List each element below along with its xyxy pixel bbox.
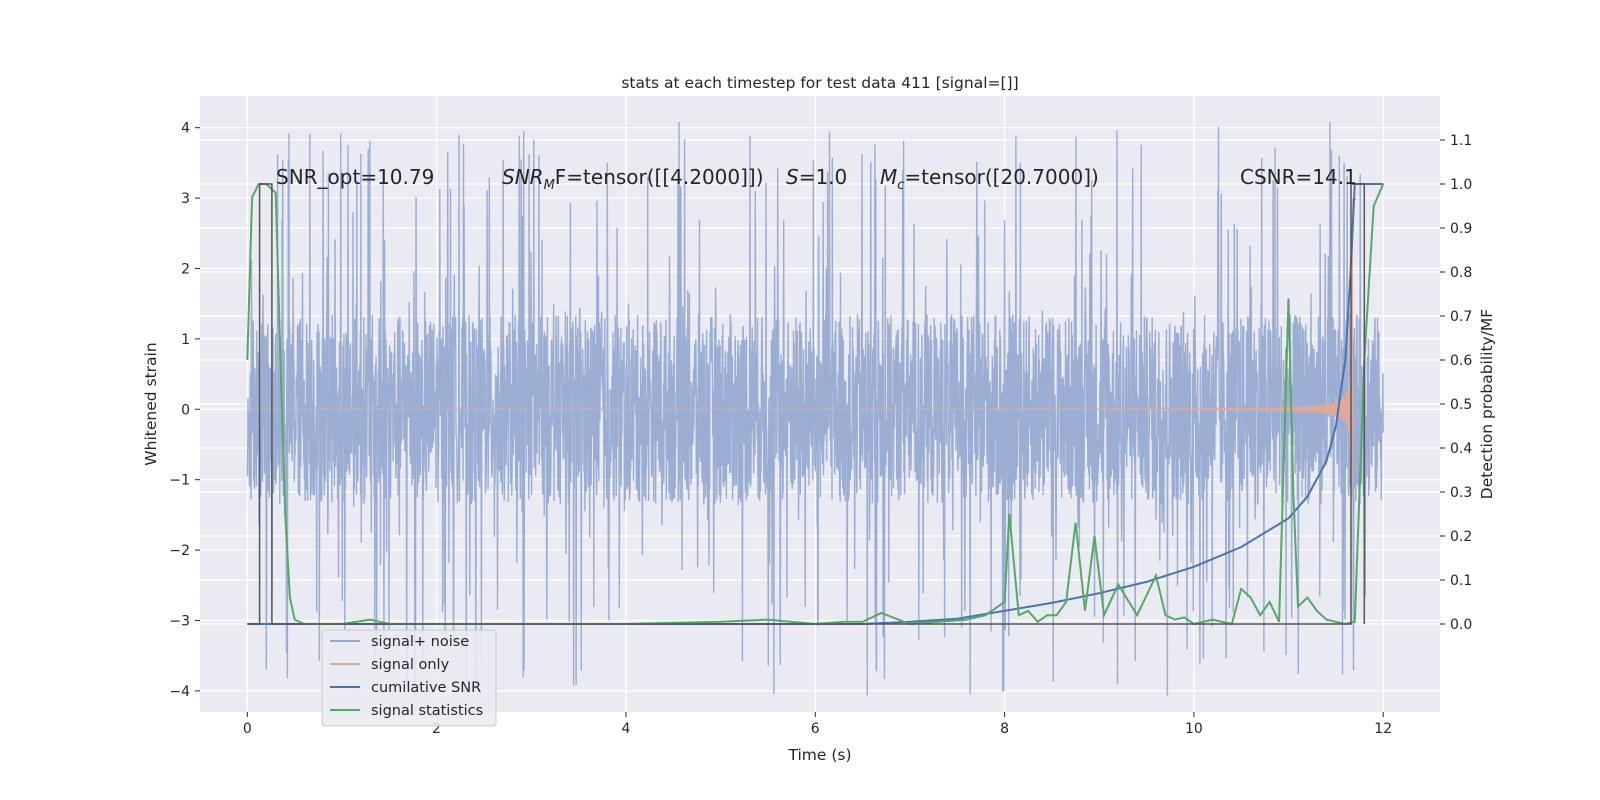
y-axis-label: Whitened strain bbox=[142, 342, 160, 465]
snr-mf-symbol: SNR bbox=[502, 165, 544, 189]
legend-label: cumilative SNR bbox=[371, 680, 481, 696]
y-axis-label-right: Detection probability/MF bbox=[1478, 309, 1496, 500]
legend-label: signal+ noise bbox=[371, 634, 469, 650]
mc-annotation: Mc=tensor([20.7000]) bbox=[880, 165, 1099, 193]
y-right-tick-label: 1.1 bbox=[1450, 133, 1472, 149]
y-right-tick-label: 0.7 bbox=[1450, 309, 1472, 325]
y-tick-label: −1 bbox=[169, 473, 190, 489]
y-right-tick-label: 0.6 bbox=[1450, 353, 1472, 369]
snr-mf-subscript: M bbox=[544, 178, 555, 193]
legend: signal+ noise signal only cumilative SNR si… bbox=[321, 629, 497, 727]
chart-title: stats at each timestep for test data 411… bbox=[621, 74, 1018, 92]
legend-label: signal statistics bbox=[371, 703, 483, 719]
s-symbol: S bbox=[786, 165, 799, 189]
s-value: =1.0 bbox=[799, 165, 848, 189]
snr-opt-annotation: SNR_opt=10.79 bbox=[276, 165, 434, 189]
y-tick-label: 2 bbox=[181, 261, 190, 277]
annotations: SNR_opt=10.79 SNRMF=tensor([[4.2000]]) S… bbox=[276, 165, 1357, 193]
mc-value: =tensor([20.7000]) bbox=[904, 165, 1098, 189]
x-tick-label: 2 bbox=[432, 721, 441, 737]
series-boxcar-line bbox=[247, 183, 1366, 625]
y-tick-label: −3 bbox=[169, 613, 190, 629]
y-tick-label: −4 bbox=[169, 684, 190, 700]
y-right-tick-label: 0.0 bbox=[1450, 617, 1472, 633]
x-tick-label: 4 bbox=[621, 721, 630, 737]
y-right-tick-label: 0.9 bbox=[1450, 221, 1472, 237]
plot-area bbox=[246, 121, 1385, 698]
y-tick-label: 3 bbox=[181, 191, 190, 207]
axes: 0 2 4 6 8 10 12−4−3−2−1012340.00.10.20.30.40.5… bbox=[169, 121, 1472, 737]
x-tick-label: 10 bbox=[1185, 721, 1203, 737]
x-tick-label: 12 bbox=[1374, 721, 1392, 737]
csnr-annotation: CSNR=14.1 bbox=[1240, 165, 1357, 189]
x-axis-label: Time (s) bbox=[787, 746, 851, 764]
y-right-tick-label: 0.1 bbox=[1450, 573, 1472, 589]
snr-mf-annotation: SNRMF=tensor([[4.2000]]) bbox=[502, 165, 764, 193]
y-right-tick-label: 0.8 bbox=[1450, 265, 1472, 281]
snr-mf-value: F=tensor([[4.2000]]) bbox=[555, 165, 764, 189]
mc-subscript: c bbox=[897, 178, 904, 193]
y-right-tick-label: 0.4 bbox=[1450, 441, 1472, 457]
y-right-tick-label: 0.3 bbox=[1450, 485, 1472, 501]
x-tick-label: 6 bbox=[811, 721, 820, 737]
y-right-tick-label: 0.2 bbox=[1450, 529, 1472, 545]
series-signal-only-line bbox=[247, 198, 1357, 496]
y-tick-label: −2 bbox=[169, 543, 190, 559]
y-tick-label: 4 bbox=[181, 121, 190, 137]
legend-box bbox=[321, 629, 497, 727]
y-right-tick-label: 1.0 bbox=[1450, 177, 1472, 193]
series-signal-noise-line bbox=[246, 121, 1384, 698]
y-tick-label: 0 bbox=[181, 402, 190, 418]
legend-label: signal only bbox=[371, 657, 450, 673]
y-right-tick-label: 0.5 bbox=[1450, 397, 1472, 413]
s-annotation: S=1.0 bbox=[786, 165, 847, 189]
mc-symbol: M bbox=[880, 165, 897, 189]
y-tick-label: 1 bbox=[181, 332, 190, 348]
x-tick-label: 8 bbox=[1000, 721, 1009, 737]
series-cumulative-snr-line bbox=[247, 183, 1384, 625]
x-tick-label: 0 bbox=[243, 721, 252, 737]
